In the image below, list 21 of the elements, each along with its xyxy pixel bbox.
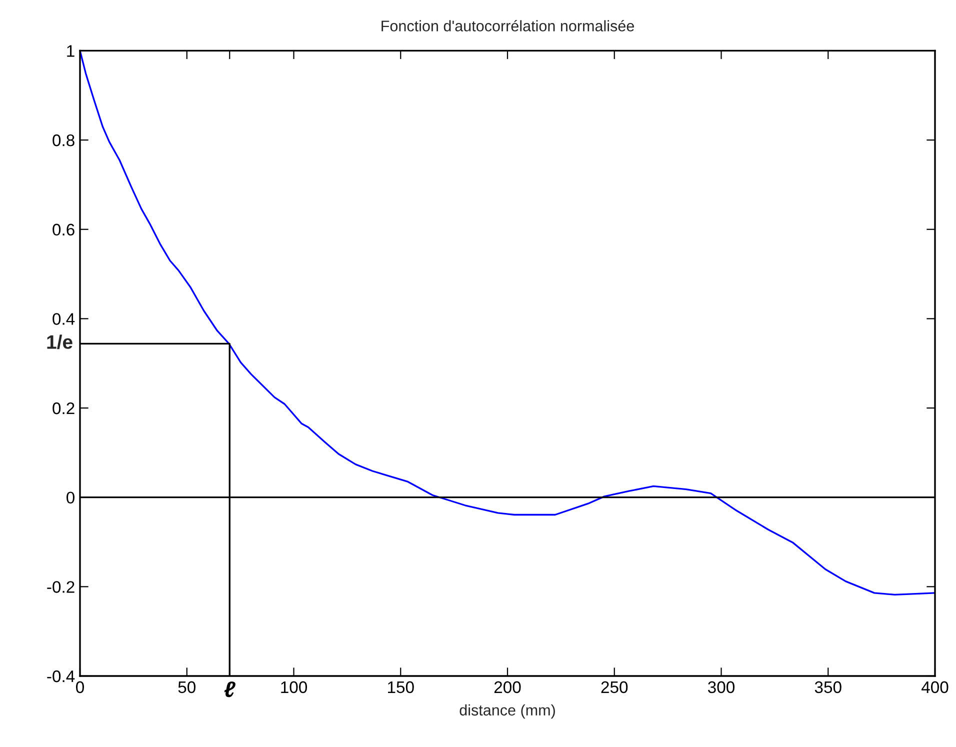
x-tick-label: ℓ xyxy=(224,681,236,698)
x-tick-label: 100 xyxy=(281,681,308,694)
annotation: 1/e xyxy=(47,334,72,350)
x-axis-title: distance (mm) xyxy=(460,704,555,719)
x-tick-label: 50 xyxy=(178,681,196,694)
x-tick-label: 250 xyxy=(601,681,628,694)
y-tick-label: 0.6 xyxy=(52,224,74,236)
x-tick-label: 350 xyxy=(814,681,842,694)
x-tick-label: 300 xyxy=(708,681,735,694)
x-tick-label: 400 xyxy=(921,681,948,694)
y-tick-label: -0.2 xyxy=(47,581,74,593)
x-tick-label: 150 xyxy=(388,681,414,694)
y-tick-label: -0.4 xyxy=(47,670,75,682)
chart-title: Fonction d'autocorrélation normalisée xyxy=(382,20,634,32)
y-tick-label: 1 xyxy=(67,45,74,57)
y-tick-label: 0 xyxy=(66,492,74,504)
x-tick-label: 200 xyxy=(494,681,521,694)
y-tick-label: 0.2 xyxy=(52,402,74,414)
x-tick-label: 0 xyxy=(76,681,84,694)
y-tick-label: 0.8 xyxy=(52,134,74,146)
y-tick-label: 0.4 xyxy=(52,313,75,325)
